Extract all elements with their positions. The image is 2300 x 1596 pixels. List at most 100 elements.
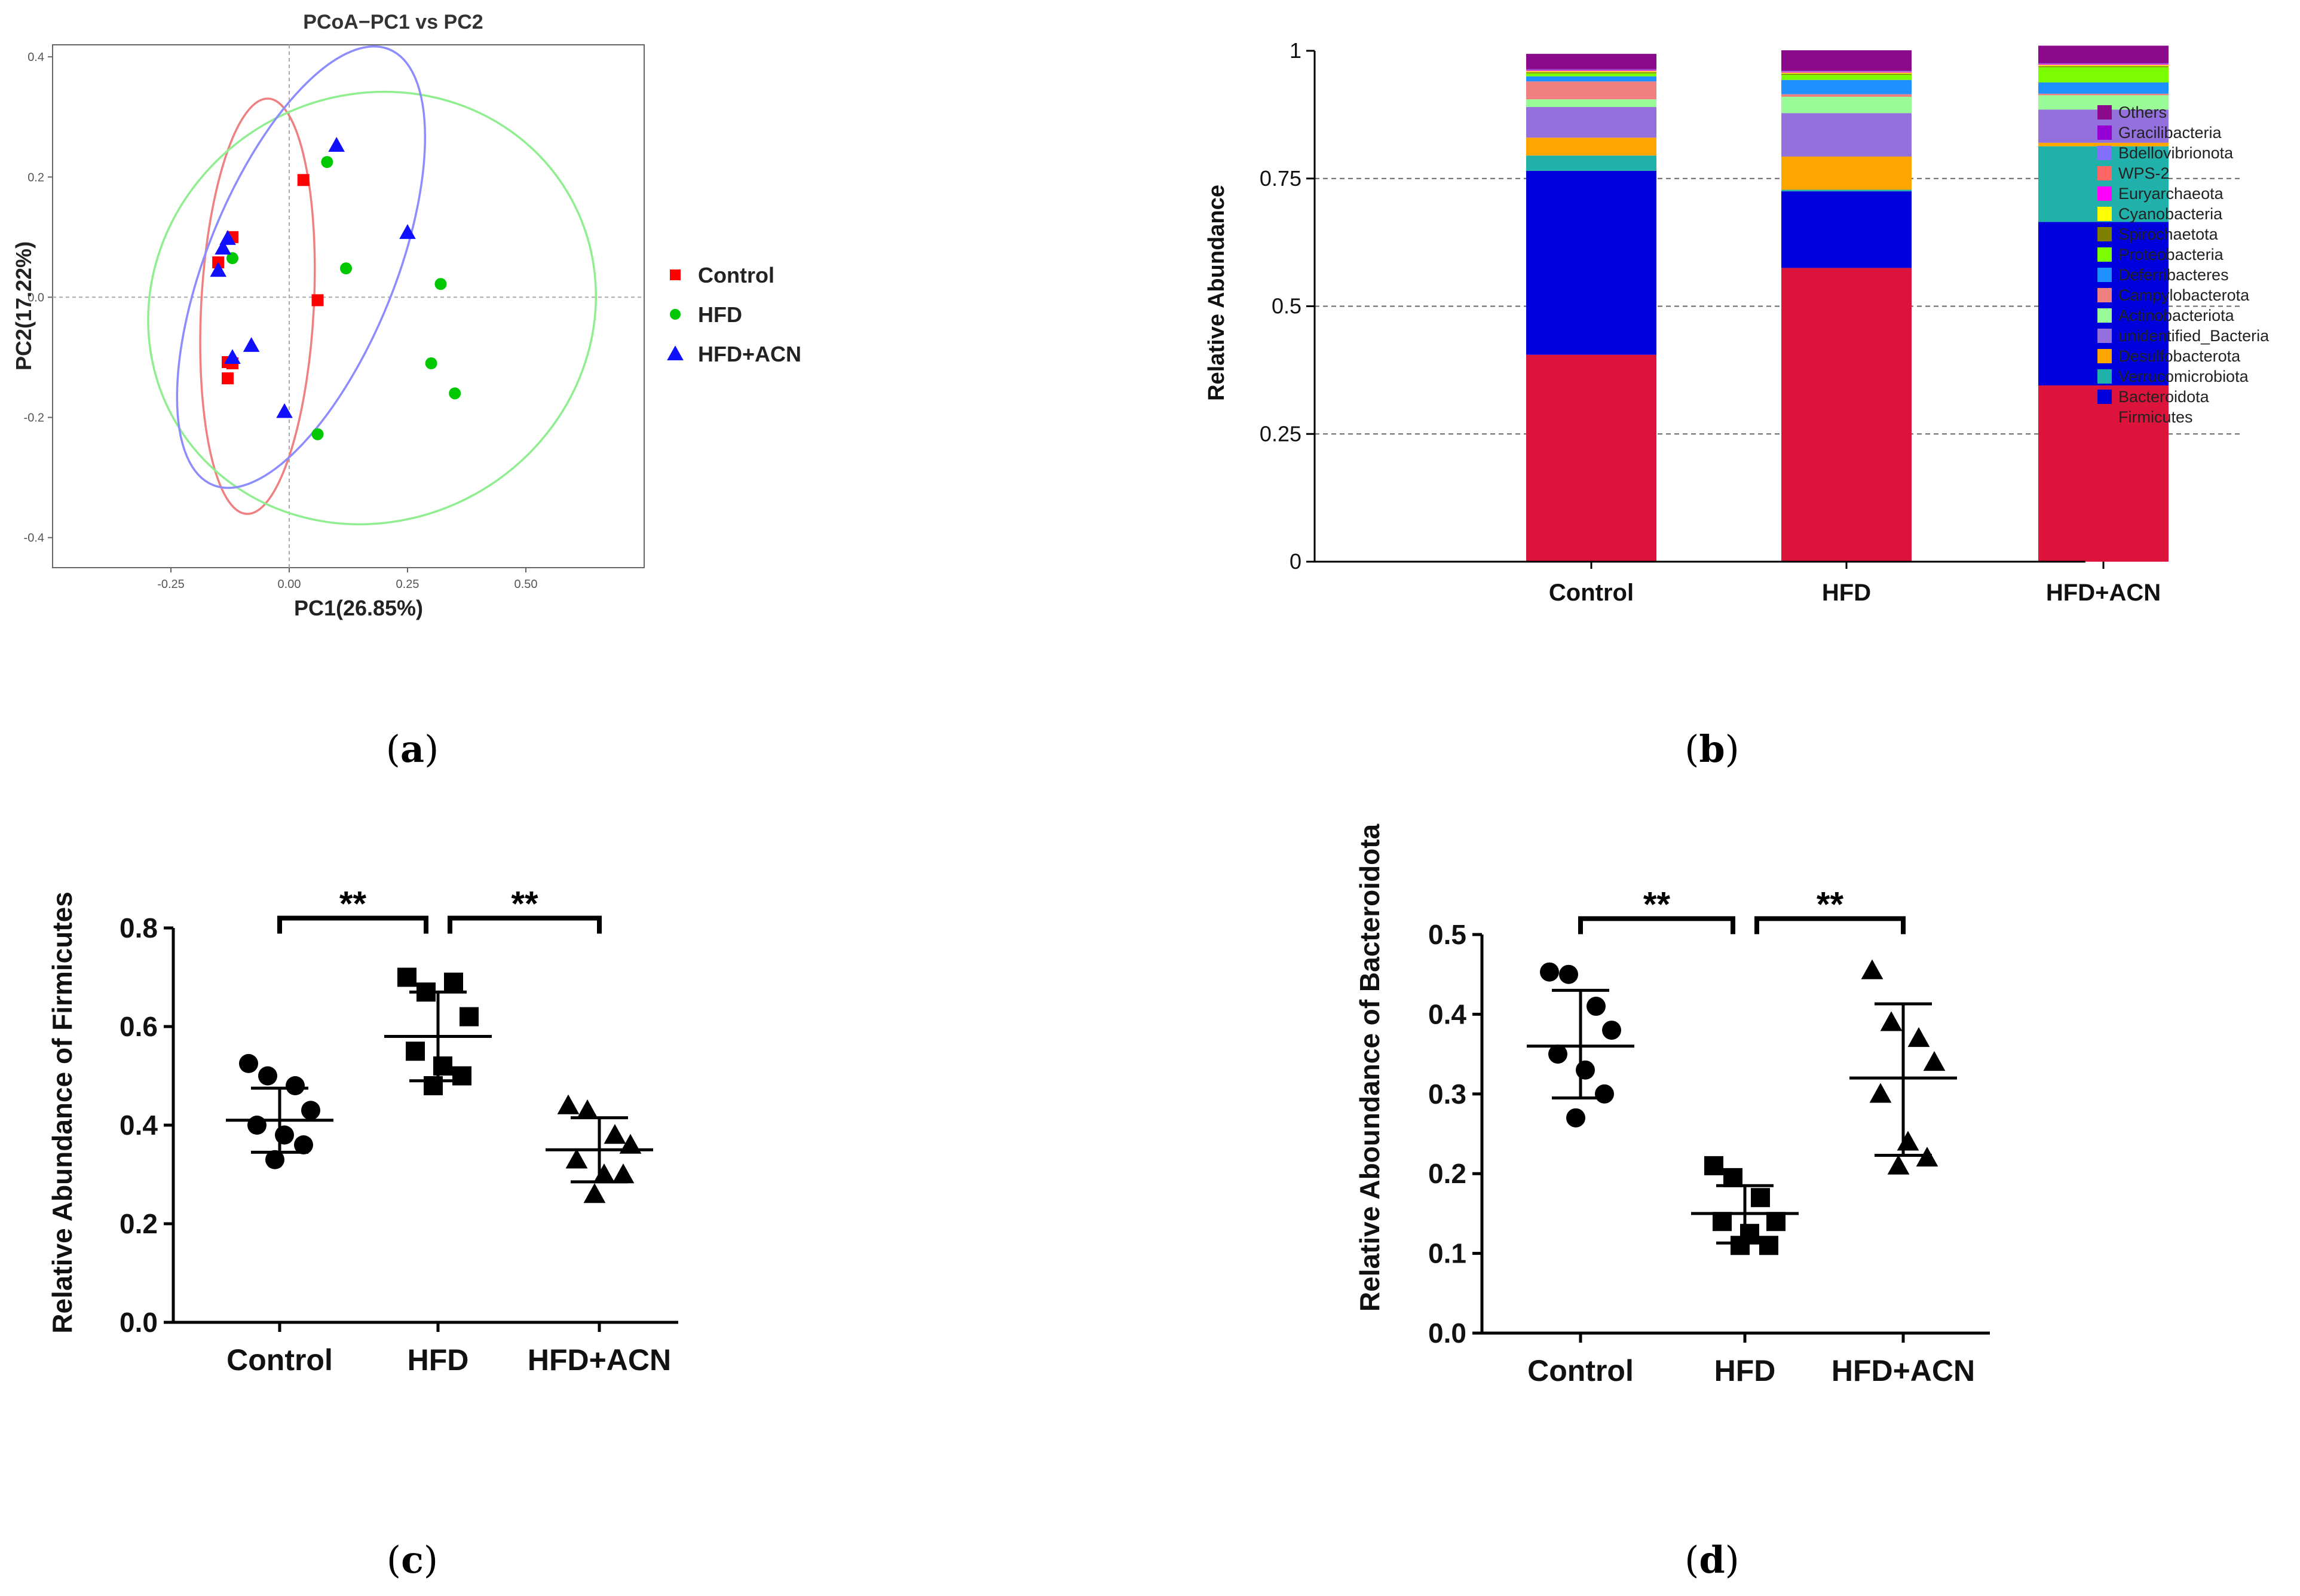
bacteroidota-point-square: [1713, 1212, 1732, 1232]
pcoa-y-tick-label: 0.2: [27, 171, 44, 184]
pcoa-point-circle: [321, 156, 333, 169]
firmicutes-point-triangle: [576, 1099, 599, 1119]
stacked-bar-legend-label: Firmicutes: [2118, 408, 2193, 426]
bacteroidota-point-square: [1731, 1236, 1750, 1255]
stacked-bar-segment: [1526, 73, 1656, 76]
firmicutes-point-square: [444, 972, 463, 992]
firmicutes-point-triangle: [612, 1163, 635, 1184]
stacked-bar-legend-label: Verrucomicrobiota: [2118, 367, 2249, 385]
pcoa-x-axis-label: PC1(26.85%): [294, 596, 423, 620]
bacteroidota-significance-label: **: [1643, 885, 1671, 924]
stacked-bar-segment: [1526, 81, 1656, 100]
pcoa-point-triangle: [243, 337, 260, 352]
stacked-bar-legend-label: Spirochaetota: [2118, 225, 2219, 243]
panel-label-b: (b): [1685, 727, 1739, 771]
bacteroidota-point-circle: [1559, 964, 1578, 984]
stacked-bar-legend-label: Gracilibacteria: [2118, 124, 2222, 142]
bacteroidota-y-tick-label: 0.5: [1428, 919, 1466, 950]
stacked-bar-segment: [1526, 69, 1656, 71]
pcoa-panel: PCoA−PC1 vs PC2 -0.25 0.00 0.25 0.50 -0.4-0…: [11, 11, 801, 771]
pcoa-legend-label: Control: [698, 263, 774, 287]
pcoa-point-triangle: [328, 137, 345, 152]
bacteroidota-point-square: [1766, 1212, 1786, 1232]
stacked-bar-legend-swatch: [2097, 268, 2112, 282]
stacked-bar-segment: [2038, 142, 2169, 146]
stacked-bar-segment: [1781, 96, 1912, 114]
firmicutes-y-axis-label: Relative Abundance of Firmicutes: [47, 892, 78, 1334]
pcoa-point-circle: [311, 428, 324, 440]
stacked-bar-category-label: HFD+ACN: [2046, 580, 2161, 606]
firmicutes-point-square: [452, 1066, 471, 1086]
stacked-bar-segment: [1526, 354, 1656, 562]
pcoa-point-circle: [226, 252, 238, 265]
stacked-bar-legend-label: Desulfobacterota: [2118, 347, 2241, 365]
stacked-bar-legend-label: WPS-2: [2118, 164, 2170, 182]
stacked-bar-x-labels: Control HFD HFD+ACN: [1549, 562, 2161, 606]
bacteroidota-point-circle: [1595, 1084, 1614, 1104]
bacteroidota-significance-label: **: [1817, 885, 1844, 924]
stacked-bar-segment: [1781, 113, 1912, 157]
stacked-bar-legend-swatch: [2097, 105, 2112, 120]
stacked-bar-segment: [2038, 67, 2169, 83]
firmicutes-panel: 0.0 0.2 0.4 0.6 0.8 Control HFD HFD+ACN ** ** Rel…: [47, 885, 678, 1582]
pcoa-point-triangle: [215, 240, 231, 255]
stacked-bar-y-tick-label: 0.5: [1272, 294, 1301, 318]
bacteroidota-point-triangle: [1923, 1051, 1946, 1071]
stacked-bar-legend-label: Actinobacteriota: [2118, 307, 2235, 324]
stacked-bar-segment: [1781, 156, 1912, 190]
pcoa-title: PCoA−PC1 vs PC2: [303, 11, 483, 33]
firmicutes-point-circle: [258, 1066, 277, 1086]
firmicutes-category-label: HFD+ACN: [528, 1343, 671, 1377]
bacteroidota-category-label: HFD+ACN: [1832, 1354, 1975, 1387]
panel-label-c: (c): [387, 1538, 438, 1582]
bacteroidota-point-circle: [1587, 997, 1606, 1016]
panel-label-a: (a): [386, 727, 439, 771]
stacked-bar-legend-swatch: [2097, 329, 2112, 343]
stacked-bar-segment: [1526, 54, 1656, 69]
stacked-bar-segment: [2038, 45, 2169, 63]
stacked-bar-legend-swatch: [2097, 390, 2112, 404]
stacked-bar-legend-swatch: [2097, 125, 2112, 140]
bacteroidota-point-triangle: [1869, 1083, 1892, 1103]
pcoa-y-tick-label: -0.2: [24, 412, 44, 425]
bacteroidota-category-label: Control: [1527, 1354, 1634, 1387]
stacked-bar-legend-swatch: [2097, 288, 2112, 302]
pcoa-y-tick-label: 0.4: [27, 51, 44, 64]
stacked-bar-segment: [1526, 107, 1656, 138]
pcoa-point-triangle: [224, 349, 241, 364]
stacked-bar-segment: [1781, 73, 1912, 75]
bacteroidota-point-circle: [1576, 1060, 1595, 1080]
bacteroidota-point-triangle: [1887, 1154, 1910, 1175]
stacked-bar-segment: [1526, 71, 1656, 72]
bacteroidota-point-square: [1723, 1168, 1742, 1187]
panel-letter-b: b: [1699, 727, 1725, 771]
pcoa-legend-label: HFD: [698, 302, 742, 327]
bacteroidota-point-square: [1751, 1188, 1770, 1208]
panel-letter-c: c: [401, 1538, 424, 1582]
pcoa-legend-label: HFD+ACN: [698, 342, 801, 366]
firmicutes-point-triangle: [583, 1183, 606, 1203]
pcoa-point-circle: [449, 387, 461, 400]
bacteroidota-point-triangle: [1897, 1131, 1919, 1151]
stacked-bar-segment: [2038, 82, 2169, 94]
bacteroidota-point-circle: [1566, 1108, 1585, 1128]
panel-letter-d: d: [1699, 1538, 1725, 1582]
bacteroidota-plot: 0.0 0.1 0.2 0.3 0.4 0.5 Control HFD HFD+ACN ** **: [1428, 885, 1990, 1387]
firmicutes-category-label: Control: [226, 1343, 333, 1377]
bacteroidota-significance-bracket: [1754, 916, 1906, 935]
firmicutes-point-circle: [265, 1150, 284, 1169]
stacked-bar-segment: [2038, 93, 2169, 96]
stacked-bar-legend-swatch: [2097, 207, 2112, 221]
pcoa-point-triangle: [399, 223, 416, 239]
stacked-bar-segment: [1781, 191, 1912, 268]
bacteroidota-y-tick-label: 0.0: [1428, 1318, 1466, 1349]
stacked-bar-legend-label: Campylobacterota: [2118, 286, 2250, 304]
bacteroidota-point-circle: [1548, 1044, 1567, 1064]
firmicutes-point-square: [433, 1056, 452, 1076]
stacked-bar-legend-label: Others: [2118, 103, 2167, 121]
pcoa-x-tick-label: -0.25: [157, 578, 185, 591]
firmicutes-point-circle: [275, 1125, 294, 1145]
pcoa-point-circle: [434, 278, 447, 290]
stacked-bar-y-ticks: 0 0.25 0.5 0.75 1: [1260, 38, 1315, 574]
